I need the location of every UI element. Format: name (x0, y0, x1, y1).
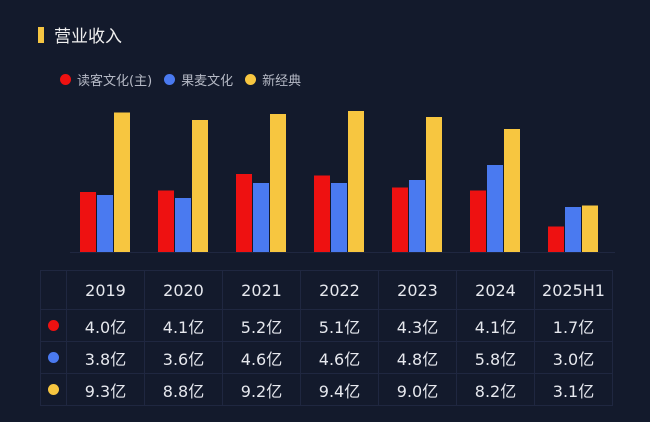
tick-label: 2025H1 (534, 270, 613, 310)
data-label: 4.6亿 (222, 341, 301, 374)
bar (236, 174, 252, 252)
bar-chart (70, 111, 615, 253)
data-label: 9.3亿 (66, 373, 145, 406)
legend-item: 读客文化(主) (60, 70, 152, 89)
bar (314, 175, 330, 252)
tick-label: 2020 (144, 270, 223, 310)
legend-dot (60, 74, 71, 85)
bar (565, 207, 581, 252)
data-label: 4.1亿 (456, 309, 535, 342)
tick-label: 2021 (222, 270, 301, 310)
bar (331, 183, 347, 252)
data-label: 9.4亿 (300, 373, 379, 406)
bar (582, 205, 598, 252)
bar (114, 112, 130, 252)
bar (504, 129, 520, 252)
data-label: 4.6亿 (300, 341, 379, 374)
data-label: 5.2亿 (222, 309, 301, 342)
bar (253, 183, 269, 252)
data-label: 8.8亿 (144, 373, 223, 406)
data-label: 8.2亿 (456, 373, 535, 406)
bar (487, 165, 503, 252)
bar (470, 190, 486, 252)
bar (548, 226, 564, 252)
data-label: 5.1亿 (300, 309, 379, 342)
legend-label: 果麦文化 (181, 74, 234, 89)
legend-label: 新经典 (262, 74, 302, 89)
bar (426, 117, 442, 252)
bar (270, 114, 286, 252)
tick-label: 2022 (300, 270, 379, 310)
data-label: 9.2亿 (222, 373, 301, 406)
legend-label: 读客文化(主) (77, 74, 153, 89)
data-label: 4.1亿 (144, 309, 223, 342)
table-row: 3.8亿 3.6亿 4.6亿 4.6亿 4.8亿 5.8亿 3.0亿 (40, 341, 613, 374)
bar (97, 195, 113, 252)
data-label: 1.7亿 (534, 309, 613, 342)
tick-label: 2019 (66, 270, 145, 310)
series-marker-cell (40, 373, 67, 406)
title-text: 营业收入 (54, 27, 122, 47)
legend: 读客文化(主) 果麦文化 新经典 (60, 70, 313, 89)
table-row: 4.0亿 4.1亿 5.2亿 5.1亿 4.3亿 4.1亿 1.7亿 (40, 309, 613, 342)
bar (175, 198, 191, 252)
data-label: 3.0亿 (534, 341, 613, 374)
corner-cell (40, 270, 67, 310)
table-row: 9.3亿 8.8亿 9.2亿 9.4亿 9.0亿 8.2亿 3.1亿 (40, 373, 613, 406)
bar (392, 187, 408, 252)
bar (192, 120, 208, 252)
bar (158, 190, 174, 252)
data-label: 3.6亿 (144, 341, 223, 374)
series-dot (48, 384, 59, 395)
legend-dot (245, 74, 257, 85)
series-dot (48, 352, 59, 363)
data-table: 2019 2020 2021 2022 2023 2024 2025H1 4.0亿 4.1亿 5.… (40, 270, 613, 406)
tick-label: 2024 (456, 270, 535, 310)
data-label: 4.3亿 (378, 309, 457, 342)
data-label: 3.8亿 (66, 341, 145, 374)
table-header-row: 2019 2020 2021 2022 2023 2024 2025H1 (40, 270, 613, 310)
bar (348, 111, 364, 252)
series-marker-cell (40, 341, 67, 374)
legend-item: 新经典 (245, 70, 301, 89)
data-label: 4.0亿 (66, 309, 145, 342)
legend-item: 果麦文化 (164, 70, 233, 89)
series-dot (48, 320, 59, 331)
chart-title: 营业收入 (38, 22, 122, 47)
data-label: 4.8亿 (378, 341, 457, 374)
legend-dot (164, 74, 176, 85)
data-label: 5.8亿 (456, 341, 535, 374)
data-label: 9.0亿 (378, 373, 457, 406)
data-label: 3.1亿 (534, 373, 613, 406)
tick-label: 2023 (378, 270, 457, 310)
series-marker-cell (40, 309, 67, 342)
bar (80, 192, 96, 252)
bar (409, 180, 425, 252)
title-accent (38, 26, 44, 43)
